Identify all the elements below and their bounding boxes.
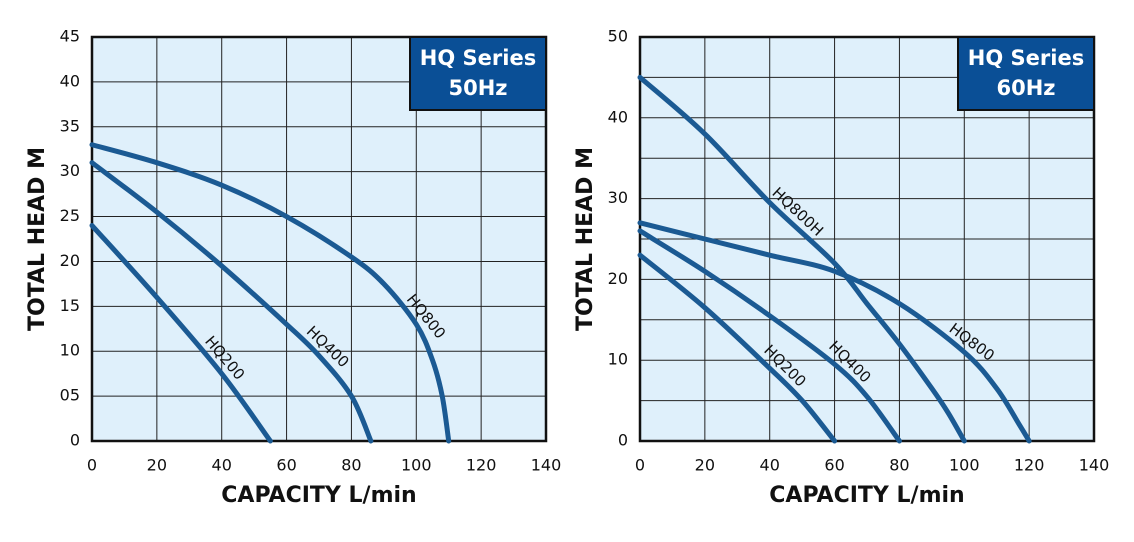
x-axis-title: CAPACITY L/min [769,483,964,508]
y-axis-title: TOTAL HEAD M [573,147,598,331]
x-tick-label: 0 [87,456,97,475]
plot-frame [638,35,1096,443]
x-tick-label: 140 [531,456,562,475]
y-tick-label: 40 [60,71,80,90]
x-tick-label: 100 [949,456,980,475]
x-tick-label: 80 [889,456,909,475]
plot-frame [90,35,548,443]
x-tick-label: 60 [276,456,296,475]
x-tick-label: 120 [466,456,497,475]
badge-text: HQ Series [420,46,536,70]
curve [89,223,273,444]
y-tick-label: 30 [608,188,628,207]
badge [409,36,547,111]
y-tick-label: 05 [60,386,80,405]
curve [637,228,902,444]
y-tick-label: 50 [608,27,628,46]
x-tick-label: 0 [635,456,645,475]
x-tick-label: 20 [147,456,167,475]
y-axis-title: TOTAL HEAD M [25,147,50,331]
y-tick-label: 40 [608,107,628,126]
curve [637,252,838,444]
badge-text: 50Hz [448,76,507,100]
x-tick-label: 100 [401,456,432,475]
curve [89,142,452,444]
x-tick-label: 40 [760,456,780,475]
badge-text: HQ Series [968,46,1084,70]
badge [957,36,1095,111]
curve [637,220,1032,444]
x-tick-label: 20 [695,456,715,475]
y-tick-label: 0 [70,431,80,450]
y-tick-label: 25 [60,206,80,225]
x-tick-label: 80 [341,456,361,475]
badge-text: 60Hz [996,76,1055,100]
y-tick-label: 45 [60,27,80,46]
x-tick-label: 40 [212,456,232,475]
curve [637,74,967,444]
y-tick-label: 20 [608,269,628,288]
y-tick-label: 30 [60,161,80,180]
x-tick-label: 140 [1079,456,1110,475]
y-tick-label: 20 [60,251,80,270]
x-axis-title: CAPACITY L/min [221,483,416,508]
y-tick-label: 15 [60,296,80,315]
curve [89,160,374,444]
x-tick-label: 120 [1014,456,1045,475]
y-tick-label: 10 [60,341,80,360]
y-tick-label: 35 [60,116,80,135]
x-tick-label: 60 [824,456,844,475]
y-tick-label: 10 [608,350,628,369]
y-tick-label: 0 [618,431,628,450]
